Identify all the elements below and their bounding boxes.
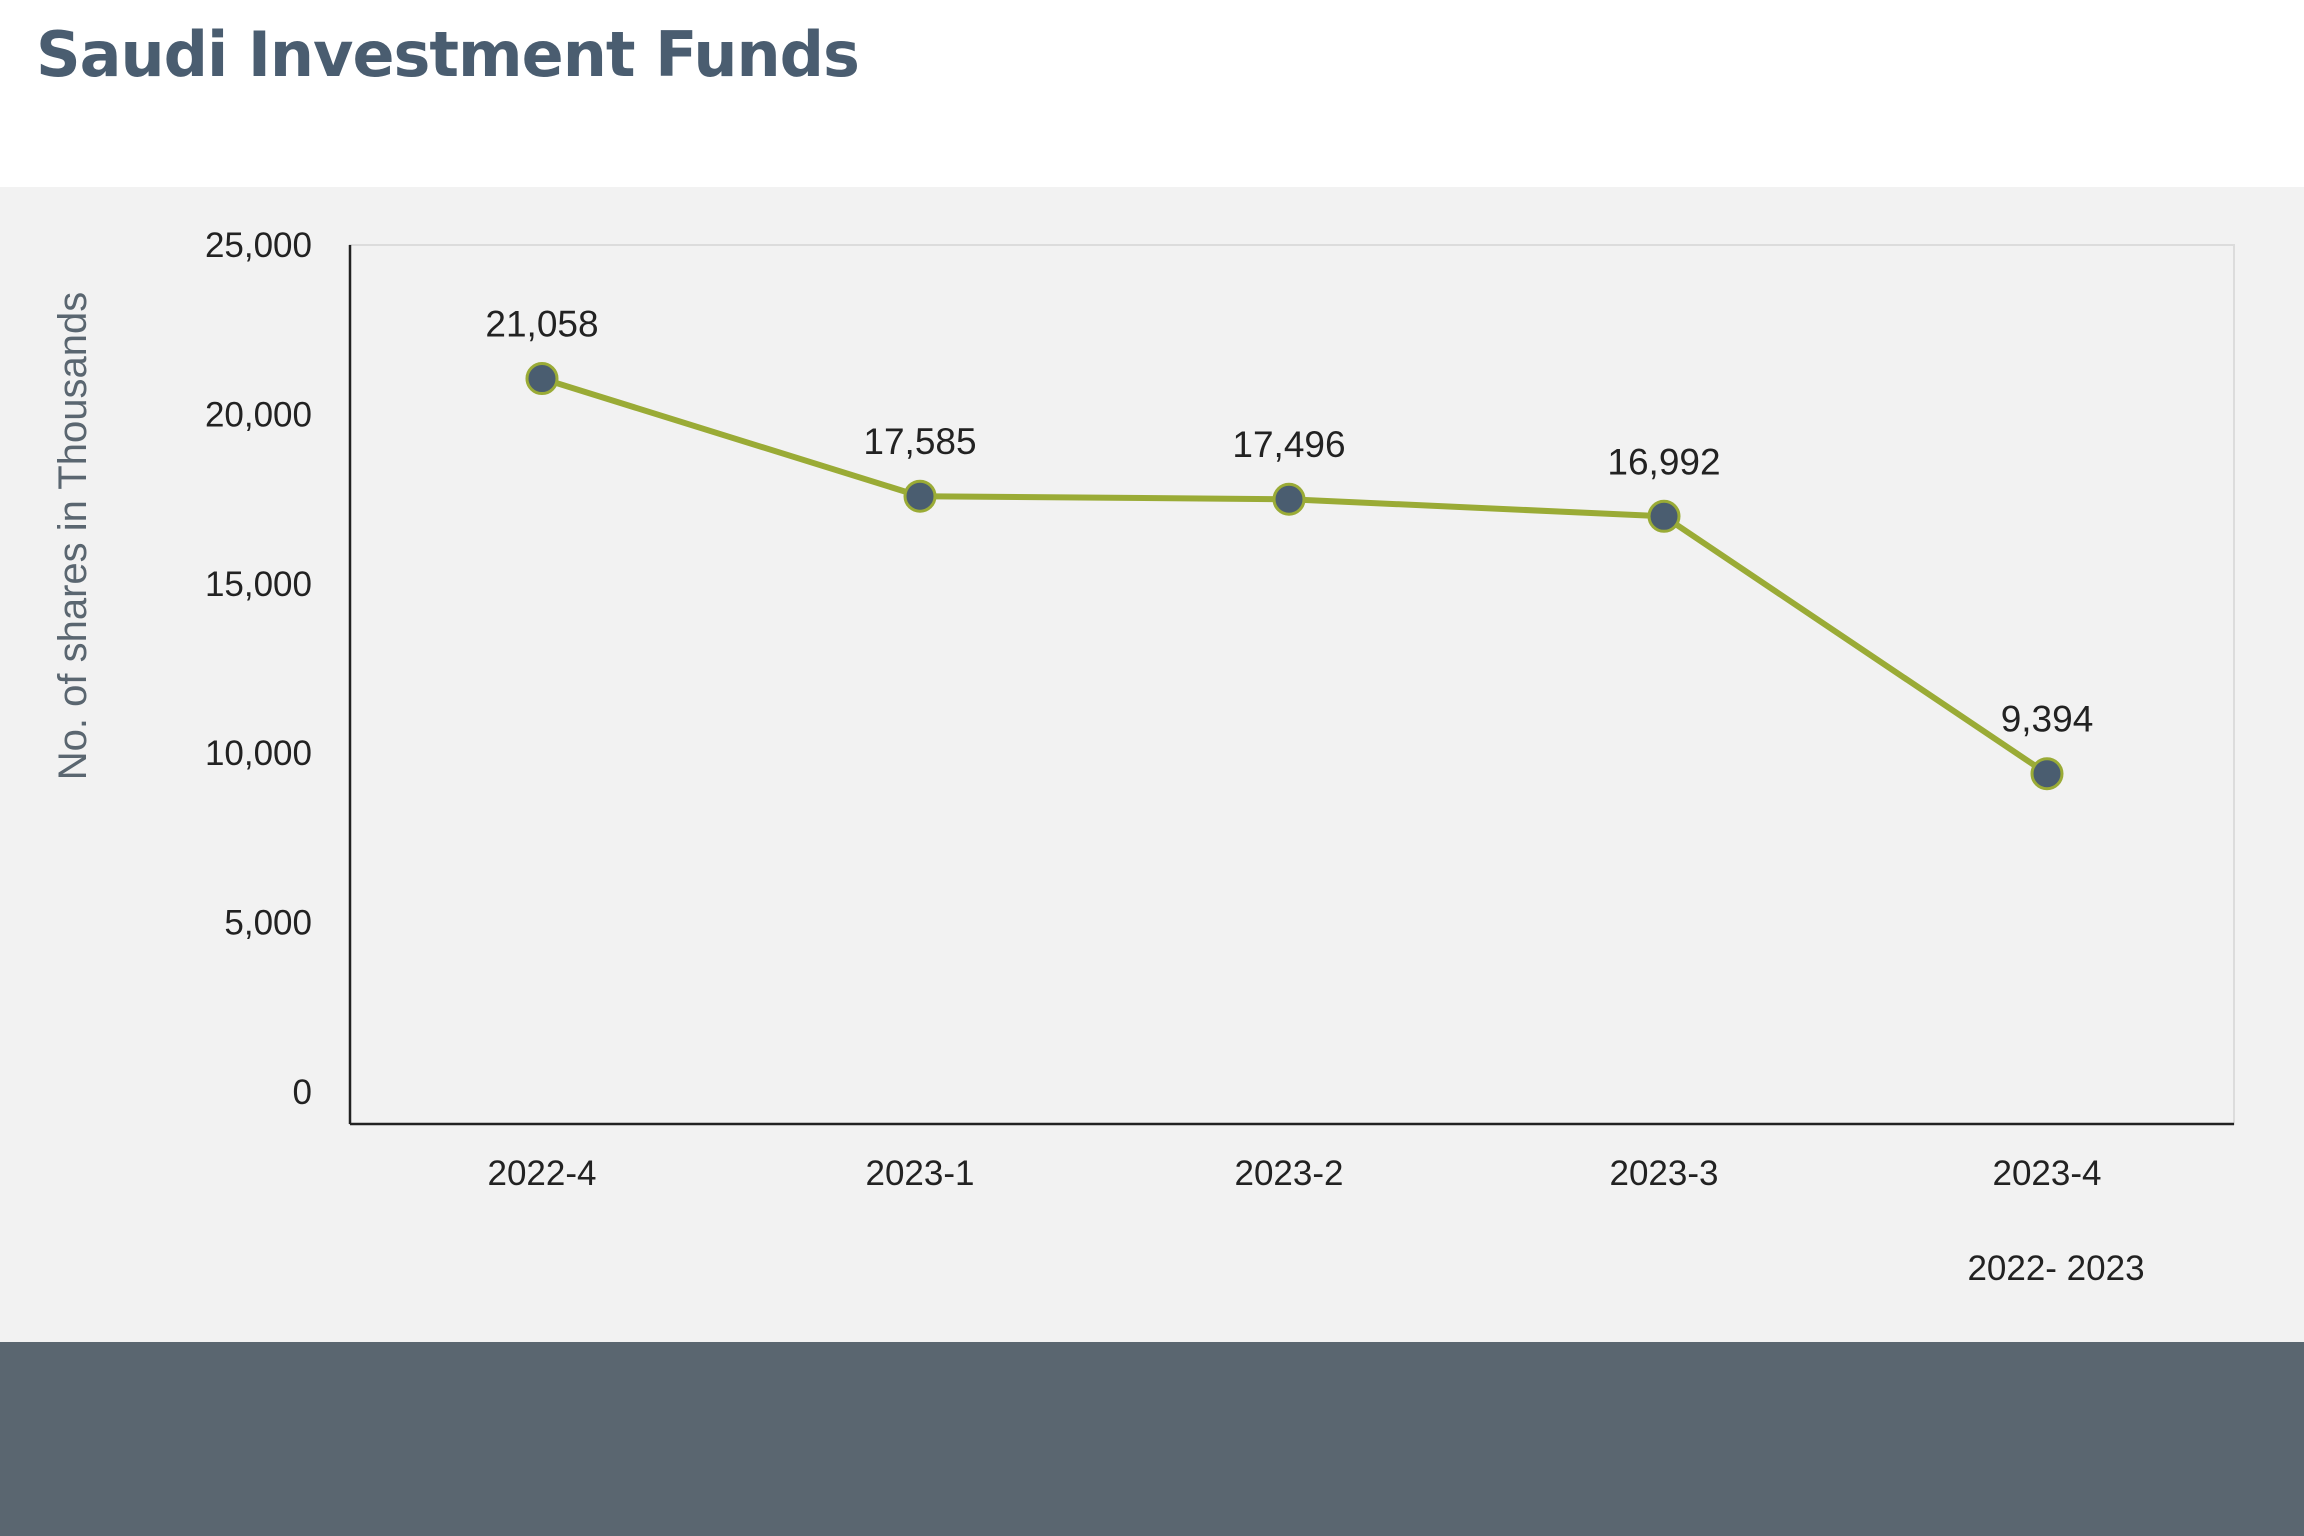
plot-area-border — [349, 244, 2235, 1125]
data-label: 21,058 — [485, 304, 598, 345]
chart-panel — [0, 187, 2304, 1342]
data-label: 17,585 — [863, 421, 976, 462]
page-title: Saudi Investment Funds — [36, 18, 860, 91]
x-tick-label: 2022-4 — [488, 1154, 597, 1193]
x-tick-label: 2023-4 — [1993, 1154, 2102, 1193]
data-point-marker — [1272, 482, 1306, 516]
data-point-marker — [903, 479, 937, 513]
data-point-marker — [2030, 757, 2064, 791]
y-tick-label: 20,000 — [205, 395, 312, 434]
y-axis-title: No. of shares in Thousands — [51, 292, 95, 780]
y-tick-label: 10,000 — [205, 734, 312, 773]
data-point-marker — [1647, 499, 1681, 533]
y-tick-label: 15,000 — [205, 565, 312, 604]
data-label: 9,394 — [2001, 699, 2094, 740]
y-tick-label: 5,000 — [224, 904, 312, 943]
x-tick-label: 2023-2 — [1235, 1154, 1344, 1193]
y-tick-label: 0 — [293, 1073, 312, 1112]
data-label: 16,992 — [1607, 441, 1720, 482]
x-tick-label: 2023-3 — [1610, 1154, 1719, 1193]
x-tick-label: 2023-1 — [866, 1154, 975, 1193]
y-tick-label: 25,000 — [205, 226, 312, 265]
data-point-marker — [525, 362, 559, 396]
x-axis-title: 2022- 2023 — [1967, 1249, 2144, 1288]
footer-bar — [0, 1342, 2304, 1536]
data-label: 17,496 — [1232, 424, 1345, 465]
